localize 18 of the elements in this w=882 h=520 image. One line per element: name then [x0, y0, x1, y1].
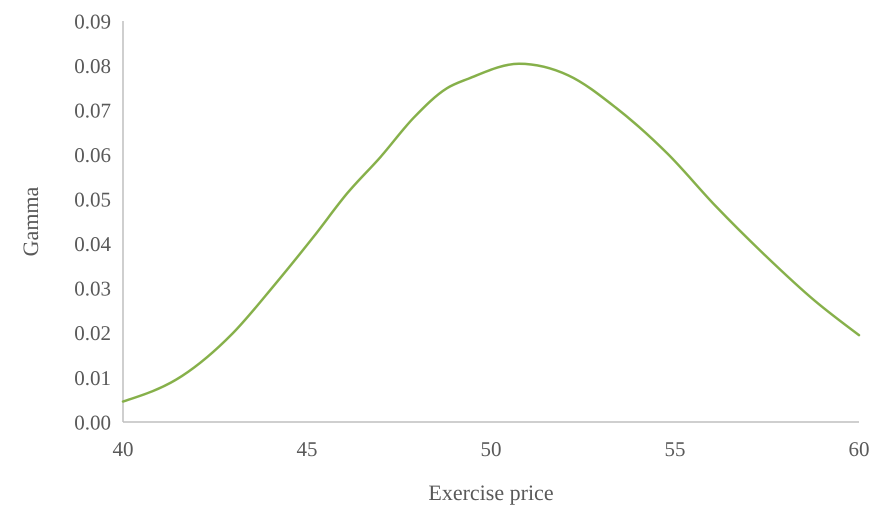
- y-tick-label: 0.02: [74, 321, 111, 346]
- line-series: [122, 62, 860, 403]
- x-tick-label: 40: [112, 437, 134, 461]
- y-tick-label: 0.08: [74, 54, 111, 78]
- y-tick-label: 0.07: [74, 98, 111, 122]
- x-tick-label: 60: [848, 437, 870, 461]
- y-axis-title: Gamma: [18, 186, 43, 256]
- y-tick-label: 0.05: [74, 188, 111, 212]
- x-axis-title: Exercise price: [428, 480, 554, 505]
- y-tick-label: 0.09: [74, 9, 111, 34]
- y-tick-label: 0.04: [74, 232, 112, 256]
- y-tick-label: 0.01: [74, 366, 111, 390]
- x-tick-label: 45: [296, 437, 318, 461]
- x-tick-label: 55: [664, 437, 686, 461]
- y-tick-label: 0.00: [74, 410, 111, 434]
- y-tick-label: 0.03: [74, 276, 111, 301]
- y-tick-label: 0.06: [74, 143, 111, 168]
- x-tick-label: 50: [480, 437, 502, 461]
